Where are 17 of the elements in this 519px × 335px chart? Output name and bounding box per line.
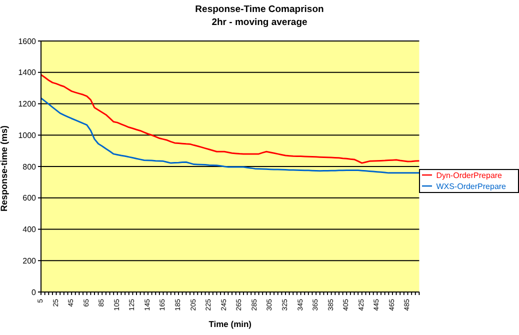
x-axis-title: Time (min) — [208, 319, 252, 329]
y-tick-label: 400 — [22, 225, 37, 234]
y-tick-label: 0 — [32, 288, 37, 297]
line-series — [40, 74, 420, 164]
legend-label: Dyn-OrderPrepare — [436, 170, 502, 180]
y-axis-title: Response-time (ms) — [0, 125, 10, 212]
chart-title: Response-Time Comaprison — [194, 3, 325, 16]
y-tick-label: 1600 — [18, 36, 37, 46]
legend-label: WXS-OrderPrepare — [436, 182, 506, 190]
y-tick-label: 200 — [22, 256, 37, 266]
y-tick-label: 1000 — [18, 130, 37, 140]
y-tick-label: 1400 — [18, 68, 37, 78]
line-series — [40, 97, 420, 174]
chart-subtitle: 2hr - moving average — [210, 16, 308, 29]
y-tick-label: 600 — [22, 194, 37, 203]
y-tick-label: 800 — [22, 162, 37, 172]
y-tick-label: 1200 — [18, 100, 37, 109]
